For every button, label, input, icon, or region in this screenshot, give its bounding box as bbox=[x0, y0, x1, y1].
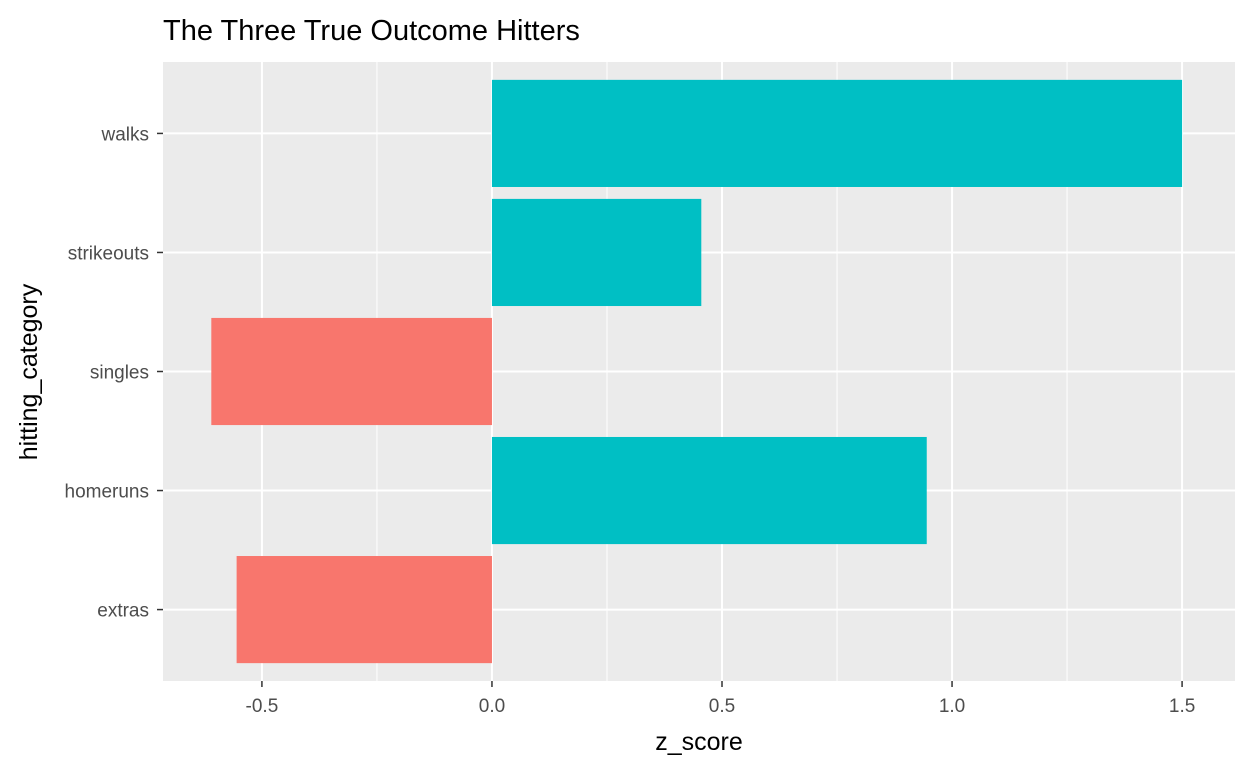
y-axis: walks strikeouts singles homeruns extras bbox=[65, 124, 163, 622]
x-tick-label: 1.5 bbox=[1169, 696, 1195, 717]
bar-singles bbox=[211, 317, 492, 426]
chart-title: The Three True Outcome Hitters bbox=[163, 15, 580, 47]
x-tick-label: 0.0 bbox=[479, 696, 505, 717]
x-tick-label: -0.5 bbox=[246, 696, 279, 717]
y-tick-label: extras bbox=[97, 601, 149, 622]
y-tick-label: homeruns bbox=[65, 482, 150, 503]
y-tick-label: singles bbox=[90, 363, 149, 384]
x-axis-title: z_score bbox=[655, 728, 743, 756]
bar-extras bbox=[236, 556, 492, 664]
bar-strikeouts bbox=[491, 198, 702, 307]
y-tick-label: walks bbox=[100, 124, 149, 145]
y-axis-title: hitting_category bbox=[15, 283, 43, 460]
x-tick-label: 0.5 bbox=[709, 696, 735, 717]
bar-walks bbox=[491, 79, 1183, 187]
bars bbox=[211, 79, 1183, 664]
y-tick-label: strikeouts bbox=[68, 243, 149, 264]
x-axis: -0.5 0.0 0.5 1.0 1.5 bbox=[246, 681, 1195, 717]
x-tick-label: 1.0 bbox=[939, 696, 965, 717]
bar-homeruns bbox=[491, 436, 927, 545]
